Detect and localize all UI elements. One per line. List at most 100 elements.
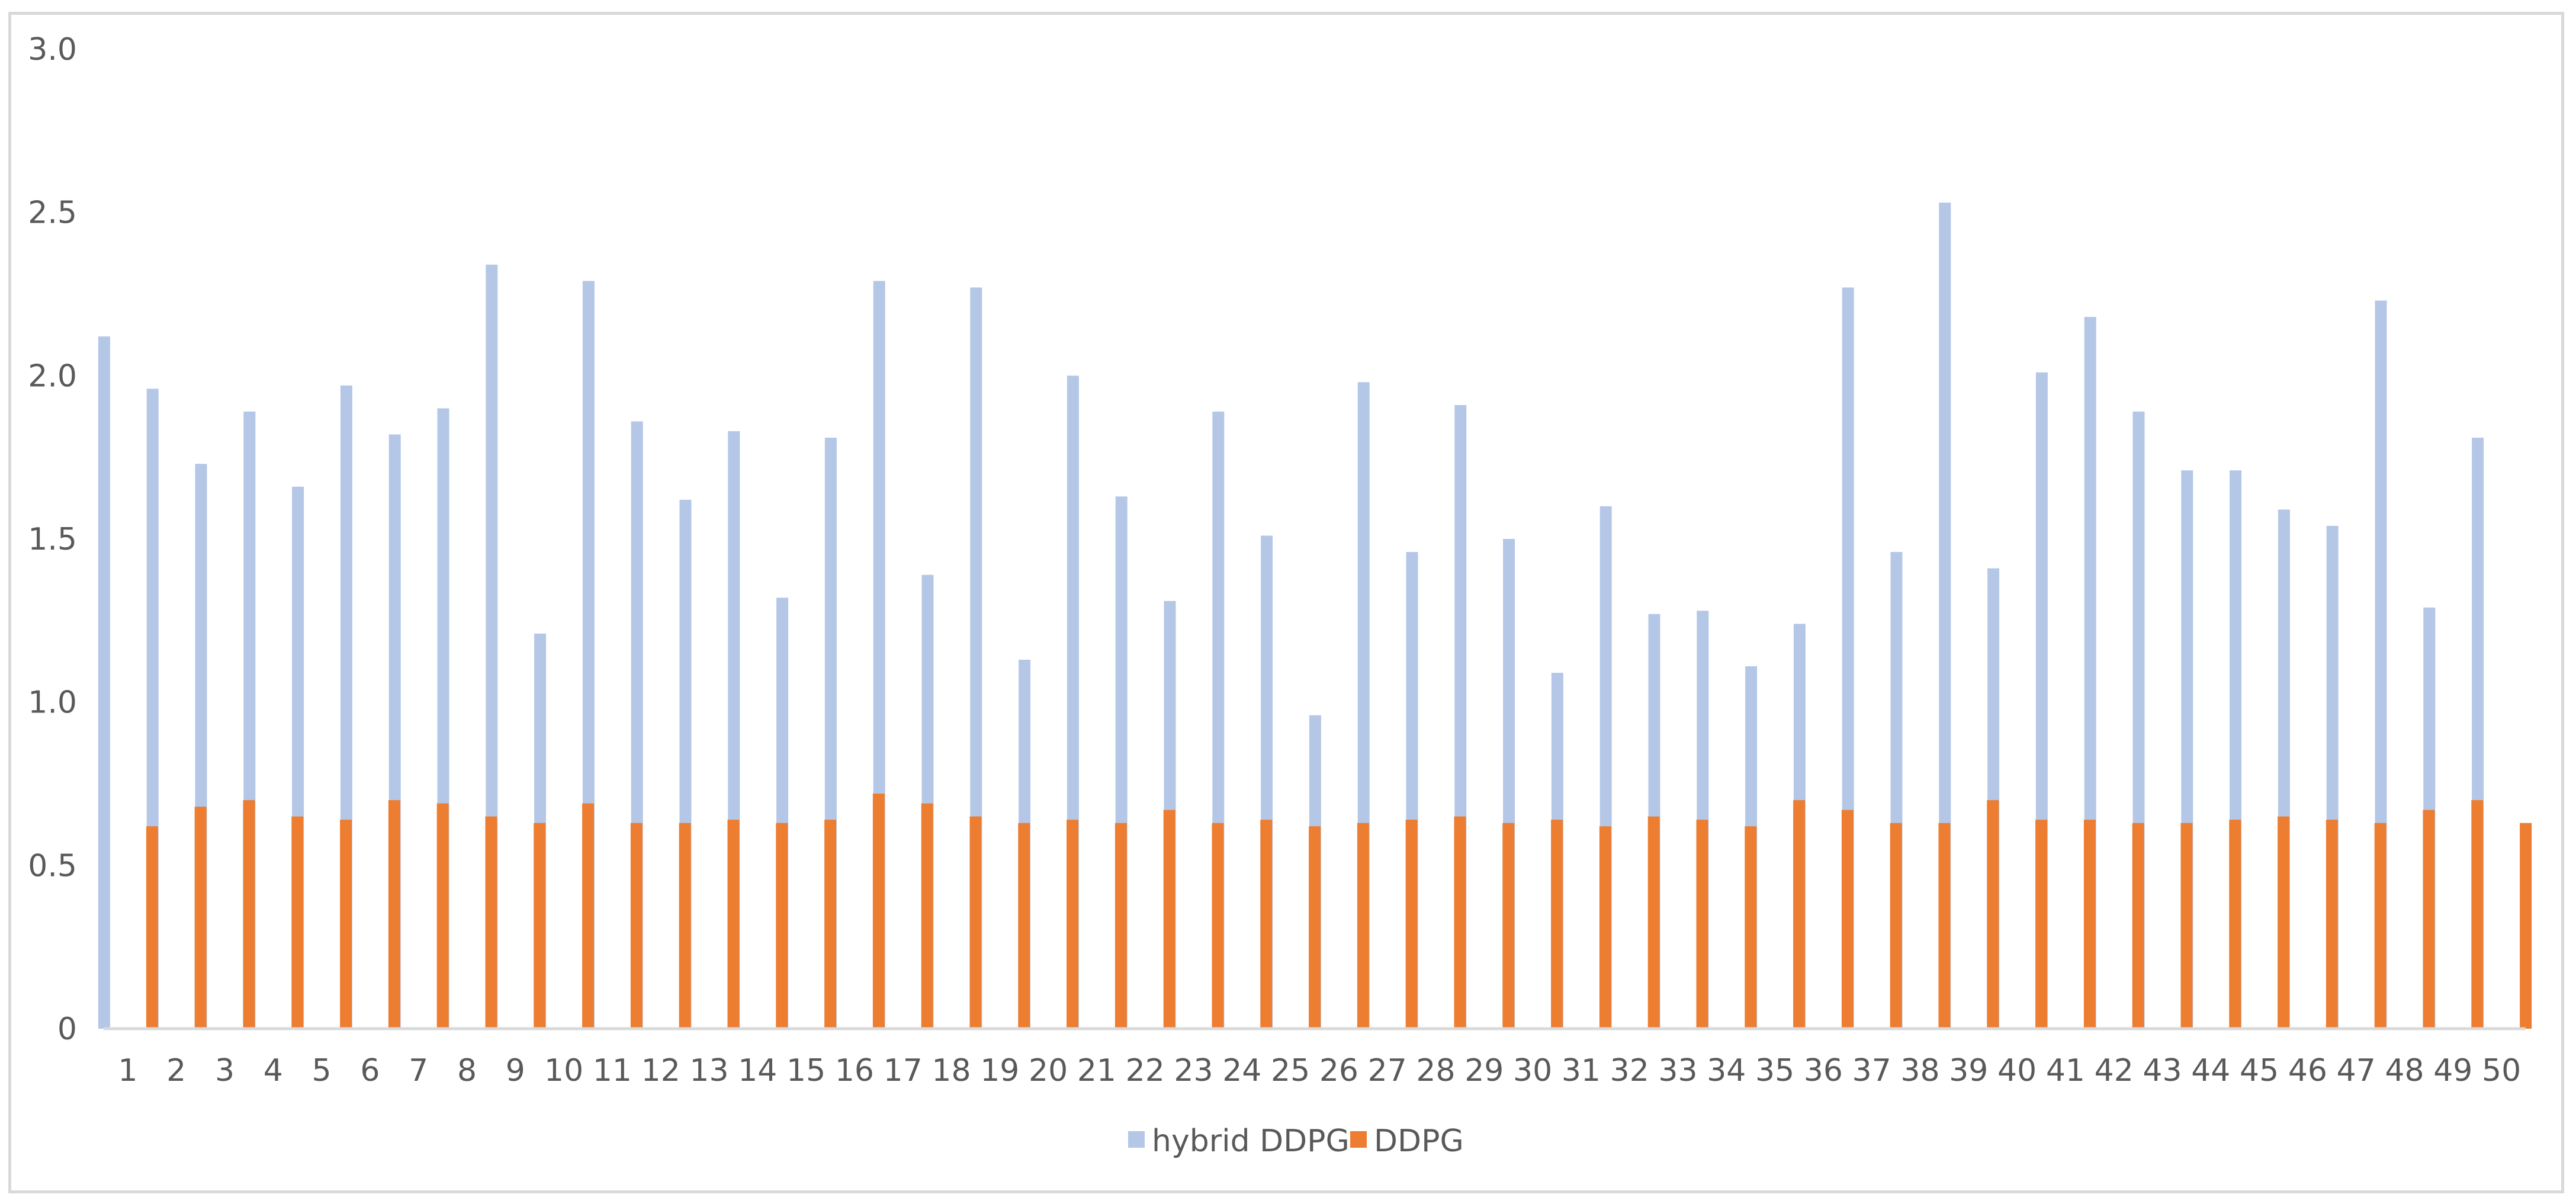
bar-ddpg	[921, 803, 933, 1029]
x-tick-label: 39	[1949, 1053, 1988, 1089]
x-tick-label: 32	[1610, 1053, 1649, 1089]
x-tick-label: 23	[1174, 1053, 1213, 1089]
x-tick-label: 40	[1997, 1053, 2037, 1089]
x-tick-label: 21	[1077, 1053, 1116, 1089]
x-tick-label: 3	[215, 1053, 235, 1089]
x-tick-label: 4	[264, 1053, 283, 1089]
bar-ddpg	[1647, 816, 1660, 1029]
bar-hybrid-ddpg	[1939, 203, 1951, 1029]
bar-ddpg	[1212, 823, 1224, 1029]
bar-ddpg	[485, 816, 497, 1029]
x-tick-label: 38	[1900, 1053, 1939, 1089]
legend-swatch	[1350, 1131, 1367, 1148]
bar-ddpg	[872, 794, 885, 1029]
y-axis-ticks: 0 0.5 1.0 1.5 2.0 2.5 3.0	[28, 32, 77, 1047]
bar-ddpg	[1114, 823, 1127, 1029]
x-tick-label: 28	[1416, 1053, 1455, 1089]
legend: hybrid DDPG DDPG	[1128, 1123, 1464, 1159]
bar-ddpg	[679, 823, 691, 1029]
bar-ddpg	[2035, 820, 2048, 1029]
x-tick-label: 10	[544, 1053, 583, 1089]
bar-ddpg	[2471, 800, 2484, 1029]
x-tick-label: 11	[593, 1053, 632, 1089]
bar-ddpg	[1163, 810, 1175, 1029]
x-tick-label: 22	[1126, 1053, 1165, 1089]
x-tick-label: 13	[689, 1053, 728, 1089]
y-tick-label: 0.5	[28, 848, 77, 884]
bar-ddpg	[2229, 820, 2241, 1029]
x-tick-label: 20	[1029, 1053, 1068, 1089]
x-tick-label: 25	[1271, 1053, 1310, 1089]
bar-ddpg	[776, 823, 788, 1029]
legend-swatch	[1128, 1131, 1145, 1148]
bar-ddpg	[582, 803, 595, 1029]
bar-ddpg	[194, 807, 207, 1029]
bar-ddpg	[2374, 823, 2387, 1029]
x-tick-label: 19	[980, 1053, 1019, 1089]
bar-ddpg	[1260, 820, 1273, 1029]
x-tick-label: 36	[1804, 1053, 1843, 1089]
x-tick-label: 46	[2288, 1053, 2327, 1089]
x-tick-label: 43	[2143, 1053, 2182, 1089]
y-tick-label: 1.0	[28, 685, 77, 721]
x-tick-label: 47	[2337, 1053, 2376, 1089]
bar-ddpg	[1357, 823, 1369, 1029]
x-tick-label: 16	[835, 1053, 874, 1089]
x-tick-label: 45	[2240, 1053, 2279, 1089]
bar-ddpg	[1551, 820, 1563, 1029]
x-tick-label: 34	[1707, 1053, 1746, 1089]
bar-ddpg	[969, 816, 982, 1029]
x-tick-label: 6	[360, 1053, 380, 1089]
bar-ddpg	[630, 823, 643, 1029]
x-tick-label: 26	[1319, 1053, 1358, 1089]
legend-label: DDPG	[1374, 1123, 1464, 1159]
y-tick-label: 2.5	[28, 195, 77, 231]
x-tick-label: 15	[786, 1053, 826, 1089]
bar-hybrid-ddpg	[98, 336, 110, 1029]
x-tick-label: 9	[506, 1053, 525, 1089]
bar-ddpg	[727, 820, 740, 1029]
x-tick-label: 12	[641, 1053, 680, 1089]
bar-ddpg	[1793, 800, 1806, 1029]
x-tick-label: 42	[2095, 1053, 2134, 1089]
x-tick-label: 37	[1852, 1053, 1891, 1089]
bar-ddpg	[2132, 823, 2144, 1029]
x-tick-label: 24	[1222, 1053, 1261, 1089]
bar-ddpg	[1745, 826, 1757, 1029]
bar-ddpg	[1309, 826, 1321, 1029]
bar-ddpg	[534, 823, 546, 1029]
x-tick-label: 30	[1513, 1053, 1552, 1089]
bar-ddpg	[824, 820, 837, 1029]
bar-ddpg	[2278, 816, 2290, 1029]
bar-ddpg	[1890, 823, 1902, 1029]
bar-ddpg	[243, 800, 255, 1029]
bar-ddpg	[1938, 823, 1951, 1029]
x-tick-label: 41	[2046, 1053, 2085, 1089]
bar-ddpg	[1987, 800, 1999, 1029]
bar-ddpg	[2520, 823, 2532, 1029]
bar-ddpg	[1018, 823, 1030, 1029]
bar-ddpg	[2423, 810, 2435, 1029]
x-tick-label: 50	[2482, 1053, 2521, 1089]
x-tick-label: 44	[2191, 1053, 2230, 1089]
bar-ddpg	[291, 816, 304, 1029]
x-tick-label: 29	[1464, 1053, 1504, 1089]
bars	[98, 203, 2532, 1029]
x-tick-label: 33	[1658, 1053, 1697, 1089]
x-tick-label: 17	[884, 1053, 923, 1089]
bar-ddpg	[2326, 820, 2338, 1029]
x-tick-label: 14	[738, 1053, 777, 1089]
bar-ddpg	[388, 800, 400, 1029]
x-tick-label: 7	[409, 1053, 428, 1089]
bar-ddpg	[1696, 820, 1708, 1029]
bar-ddpg	[436, 803, 449, 1029]
x-axis-ticks: 1 2 3 4 5 6 7 8 9 10 11 12 13 14 15 16 17 18 19 20 21 22 23 24 2…	[118, 1053, 2521, 1089]
x-tick-label: 8	[457, 1053, 477, 1089]
bar-ddpg	[1405, 820, 1418, 1029]
y-tick-label: 0	[57, 1012, 77, 1047]
bar-ddpg	[1841, 810, 1854, 1029]
bar-ddpg	[2083, 820, 2096, 1029]
y-tick-label: 3.0	[28, 32, 77, 68]
x-tick-label: 5	[312, 1053, 332, 1089]
